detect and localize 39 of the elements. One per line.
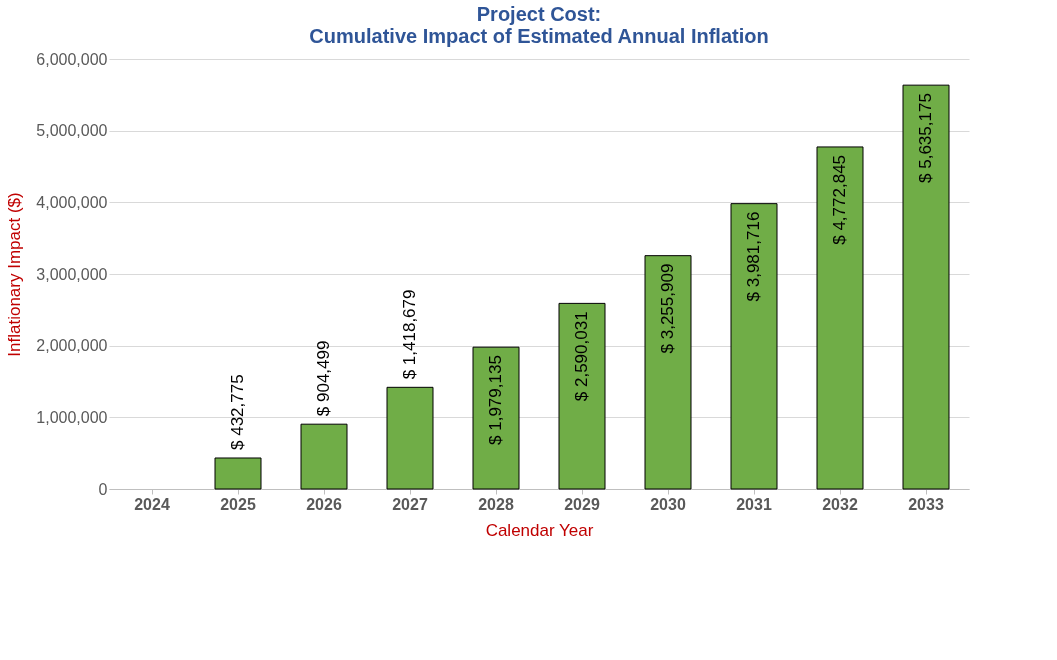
x-tick-label: 2029 [564, 495, 600, 513]
bar [558, 302, 606, 490]
data-label: $ 1,418,679 [400, 289, 419, 380]
y-tick-label: 1,000,000 [36, 408, 108, 426]
y-tick-label: 3,000,000 [36, 265, 108, 283]
y-tick-label: 2,000,000 [36, 337, 108, 355]
y-tick-label: 6,000,000 [36, 50, 108, 68]
x-tick-label: 2028 [478, 495, 514, 513]
x-axis-title: Calendar Year [485, 520, 594, 540]
x-tick-label: 2027 [392, 495, 428, 513]
x-tick-label: 2033 [908, 495, 944, 513]
text: Cumulative Impact of Estimated Annual Inflation [309, 25, 769, 47]
bar [730, 203, 778, 490]
data-label: $ 904,499 [314, 340, 333, 417]
x-tick-label: 2025 [220, 495, 256, 513]
text: Project Cost: [476, 3, 602, 25]
data-label: $ 3,981,716 [744, 211, 763, 302]
bar [214, 457, 262, 490]
x-tick-label: 2024 [134, 495, 170, 513]
data-label: $ 4,772,845 [830, 154, 849, 245]
data-label: $ 3,255,909 [658, 263, 677, 354]
x-tick-label: 2031 [736, 495, 772, 513]
y-axis-title: Inflationary Impact ($) [5, 192, 25, 357]
data-label: $ 432,775 [228, 374, 247, 450]
bar [386, 386, 434, 490]
x-tick-label: 2030 [650, 495, 686, 513]
bar [300, 423, 348, 490]
data-label: $ 2,590,031 [572, 311, 591, 402]
y-tick-label: 0 [98, 480, 108, 498]
x-tick-label: 2026 [306, 495, 342, 513]
y-tick-label: 5,000,000 [36, 122, 108, 140]
bar [816, 146, 864, 490]
y-tick-label: 4,000,000 [36, 193, 108, 211]
data-label: $ 5,635,175 [916, 93, 935, 183]
bar [902, 84, 950, 490]
bar [644, 255, 692, 490]
x-tick-label: 2032 [822, 495, 858, 513]
data-label: $ 1,979,135 [486, 355, 505, 445]
bar [472, 346, 520, 490]
